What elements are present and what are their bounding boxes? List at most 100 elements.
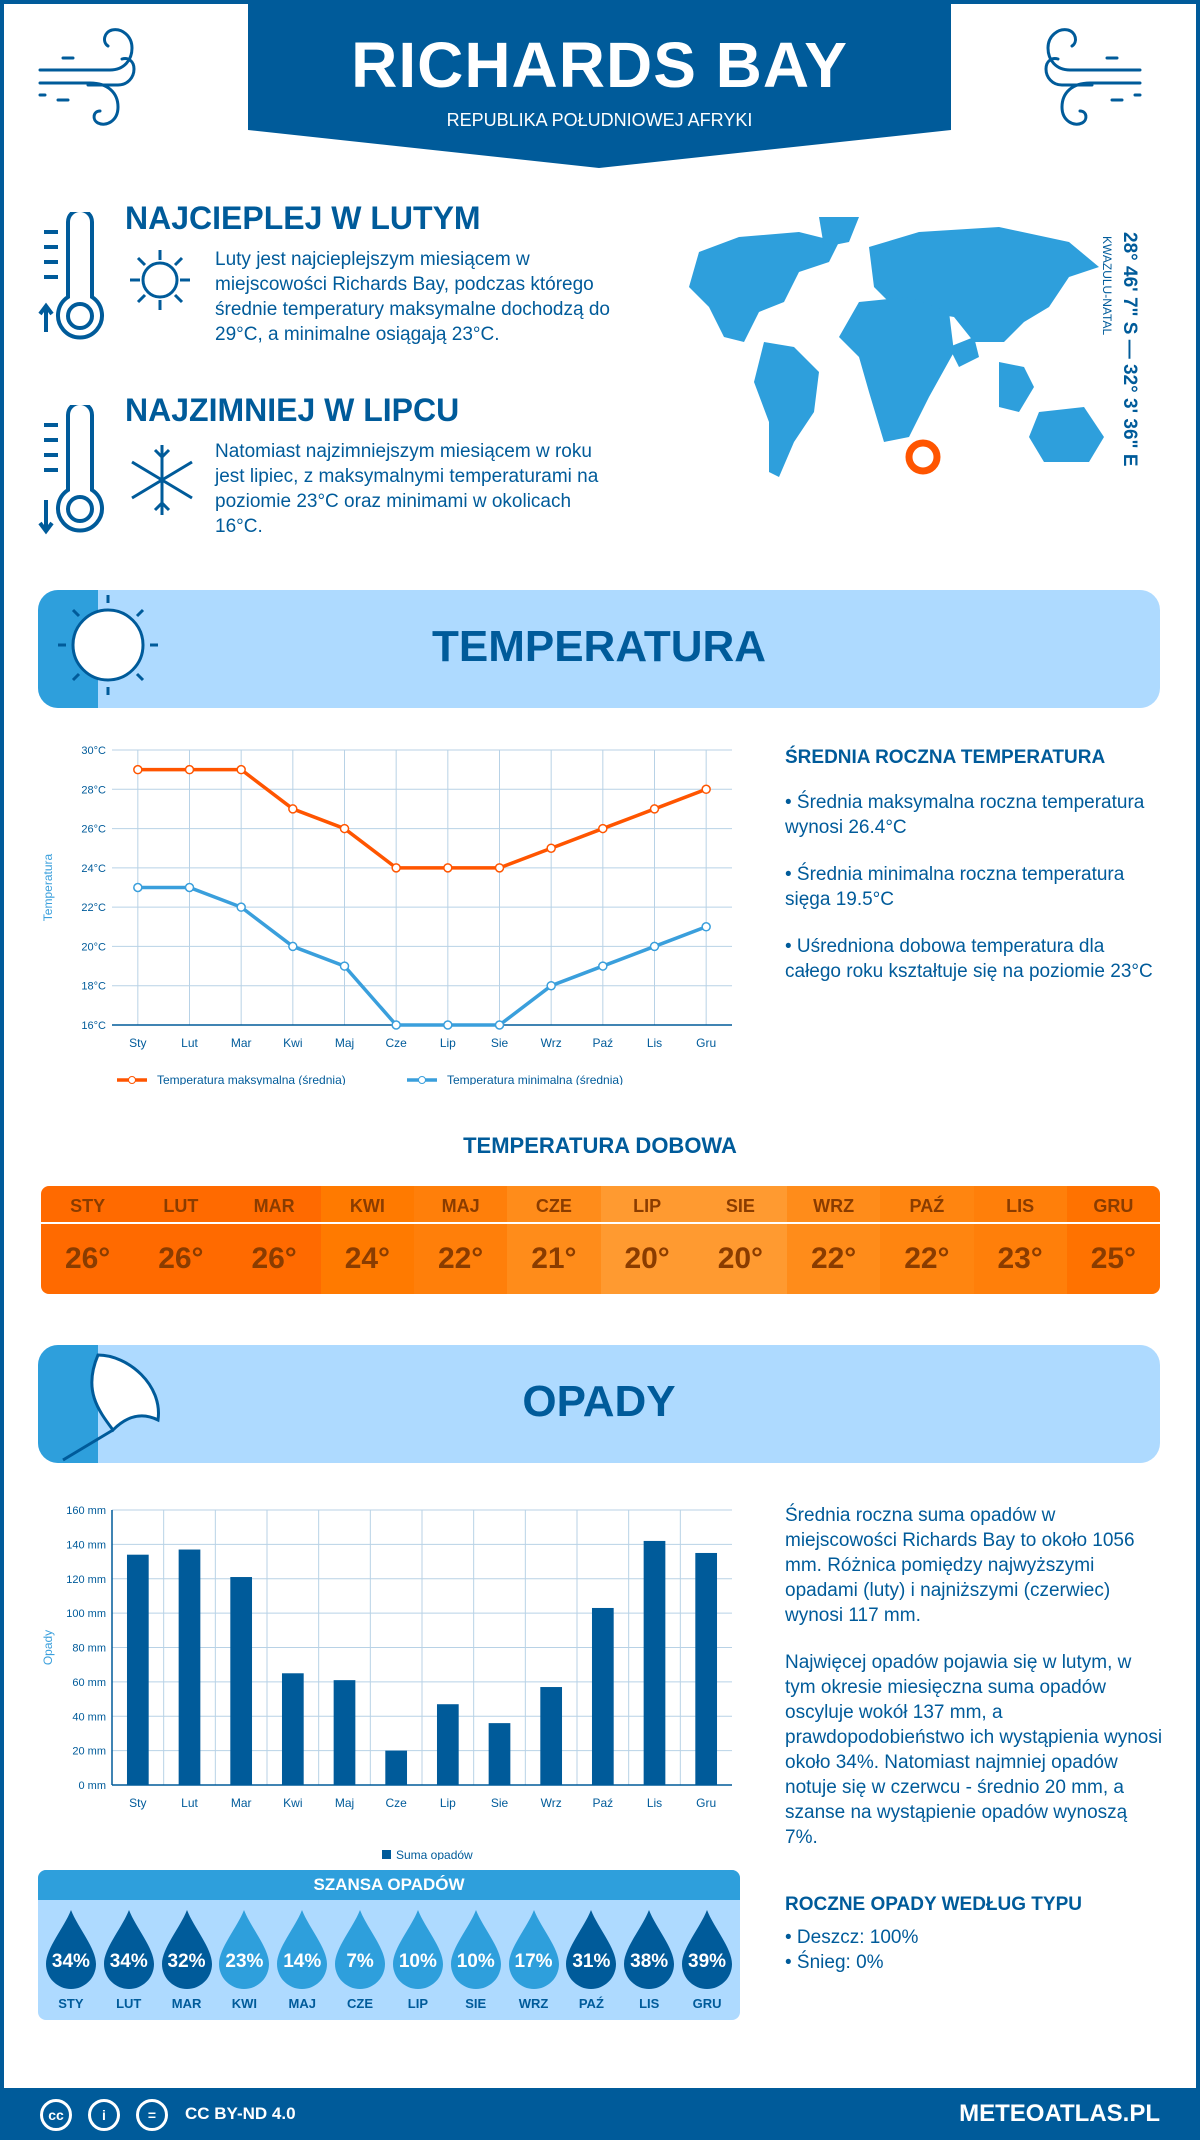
chance-month: CZE <box>347 1996 374 2011</box>
precipitation-chance-panel: SZANSA OPADÓW 34% STY 34% LUT 32% MAR 23% KWI 14… <box>38 1870 740 2020</box>
legend-label: Temperatura minimalna (średnia) <box>447 1073 623 1085</box>
x-tick-label: Lip <box>440 1796 456 1810</box>
y-tick-label: 30°C <box>81 745 106 757</box>
precipitation-bar <box>591 1607 614 1785</box>
daily-value: 21° <box>531 1242 577 1275</box>
raindrop-icon <box>566 1910 617 1989</box>
daily-cell: PAŹ 22° <box>880 1186 974 1294</box>
daily-temperature-title: TEMPERATURA DOBOWA <box>463 1133 737 1158</box>
chance-drop: 32% MAR <box>158 1900 216 2020</box>
wind-icon <box>1044 28 1142 126</box>
location-marker <box>905 439 941 475</box>
site-link[interactable]: METEOATLAS.PL <box>959 2100 1160 2127</box>
data-point <box>494 863 505 873</box>
precipitation-type-title: ROCZNE OPADY WEDŁUG TYPU <box>785 1894 1082 1915</box>
precipitation-section-header: OPADY <box>38 1345 1160 1463</box>
country-subtitle: REPUBLIKA POŁUDNIOWEJ AFRYKI <box>446 110 753 130</box>
y-axis-label: Temperatura <box>41 853 55 921</box>
precipitation-bar <box>695 1552 718 1785</box>
license-text: CC BY-ND 4.0 <box>185 2104 296 2123</box>
precipitation-chart: 0 mm 20 mm 40 mm 60 mm 80 mm 100 mm 120 mm 140 … <box>41 1505 732 1860</box>
chance-month: LIS <box>639 1996 660 2011</box>
y-tick-label: 100 mm <box>66 1608 106 1620</box>
world-map <box>689 217 1104 477</box>
x-tick-label: Lip <box>440 1036 456 1050</box>
data-point <box>236 764 246 775</box>
data-point <box>391 863 401 873</box>
city-title: RICHARDS BAY <box>351 29 848 101</box>
summary-bullet: • Uśredniona dobowa temperatura dla całe… <box>785 936 1153 982</box>
daily-month: CZE <box>507 1186 601 1224</box>
daily-cell: WRZ 22° <box>787 1186 881 1294</box>
data-point <box>598 961 608 971</box>
chance-month: PAŹ <box>578 1996 604 2011</box>
daily-value: 22° <box>810 1242 857 1275</box>
coldest-block: NAJZIMNIEJ W LIPCU Natomiast najzimniejs… <box>125 392 615 539</box>
legend-marker <box>128 1076 136 1084</box>
data-point <box>546 980 556 991</box>
footer: cc i = CC BY-ND 4.0 METEOATLAS.PL <box>0 2088 1200 2140</box>
daily-month: LIP <box>600 1186 694 1224</box>
precipitation-bar <box>385 1750 408 1785</box>
precipitation-text-2: Najwięcej opadów pojawia się w lutym, w … <box>785 1652 1163 1848</box>
coordinates: 28° 46' 7" S — 32° 3' 36" E <box>1119 232 1140 467</box>
daily-cell: MAR 26° <box>227 1186 321 1294</box>
data-point <box>391 1020 401 1030</box>
temperature-chart: 16°C 18°C 20°C 22°C 24°C 26°C 28°C 30°C Sty Lut Ma… <box>41 745 732 1085</box>
x-tick-label: Cze <box>385 1796 407 1810</box>
umbrella-icon <box>62 1353 160 1462</box>
x-tick-label: Maj <box>335 1796 354 1810</box>
data-point <box>339 961 350 971</box>
chance-month: SIE <box>465 1996 487 2011</box>
legend-marker <box>418 1076 426 1084</box>
y-tick-label: 20°C <box>81 941 106 953</box>
x-tick-label: Gru <box>696 1036 716 1050</box>
y-tick-label: 40 mm <box>72 1711 106 1723</box>
data-point <box>649 941 660 952</box>
raindrop-icon <box>335 1910 386 1989</box>
chance-value: 10% <box>398 1951 437 1972</box>
chance-drop: 38% LIS <box>620 1900 678 2020</box>
x-tick-label: Wrz <box>541 1036 562 1050</box>
legend-label: Suma opadów <box>396 1848 473 1860</box>
x-tick-label: Mar <box>231 1036 252 1050</box>
data-point <box>701 922 711 932</box>
precipitation-bar <box>230 1577 253 1785</box>
chance-month: GRU <box>692 1996 722 2011</box>
data-point <box>546 843 556 853</box>
raindrop-icon <box>161 1910 212 1989</box>
snow-share: • Śnieg: 0% <box>785 1952 884 1973</box>
temperature-section-header: TEMPERATURA <box>38 590 1160 708</box>
daily-month: SIE <box>693 1186 787 1224</box>
data-point <box>494 1020 505 1030</box>
y-axis-label: Opady <box>41 1630 55 1665</box>
daily-value: 24° <box>344 1242 391 1275</box>
daily-cell: LIS 23° <box>973 1186 1067 1294</box>
temperature-summary-title: ŚREDNIA ROCZNA TEMPERATURA <box>785 747 1106 768</box>
coldest-text: Natomiast najzimniejszym miesiącem w rok… <box>215 441 599 537</box>
chance-value: 23% <box>225 1951 264 1972</box>
y-tick-label: 24°C <box>81 863 106 875</box>
data-point <box>184 764 195 775</box>
data-point <box>133 882 143 893</box>
data-point <box>701 784 711 795</box>
precipitation-summary: Średnia roczna suma opadów w miejscowośc… <box>785 1503 1165 1872</box>
raindrop-icon <box>392 1910 443 1989</box>
x-tick-label: Lis <box>647 1036 662 1050</box>
series-line <box>137 885 707 1027</box>
x-tick-label: Sty <box>129 1036 146 1050</box>
daily-cell: LUT 26° <box>134 1186 228 1294</box>
chance-month: MAR <box>171 1996 202 2011</box>
data-point <box>184 882 195 893</box>
daily-value: 26° <box>251 1242 297 1275</box>
data-point <box>288 941 298 952</box>
y-tick-label: 16°C <box>81 1020 106 1032</box>
x-tick-label: Sie <box>491 1036 509 1050</box>
daily-month: MAJ <box>414 1186 508 1224</box>
y-tick-label: 60 mm <box>72 1677 106 1689</box>
chance-value: 17% <box>514 1951 553 1972</box>
daily-value: 26° <box>158 1242 204 1275</box>
chance-value: 34% <box>109 1951 148 1972</box>
daily-month: LIS <box>973 1186 1067 1224</box>
chance-value: 34% <box>51 1951 90 1972</box>
